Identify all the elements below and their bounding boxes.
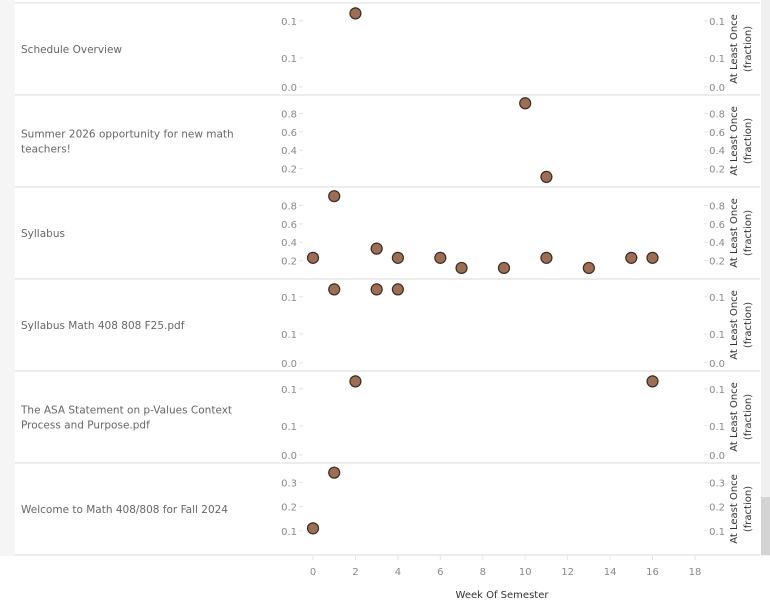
y2-tick-label: 0.1 [709, 293, 725, 304]
x-tick-label: 12 [561, 567, 574, 578]
row-header-gutter [0, 0, 15, 556]
data-point [328, 466, 341, 479]
data-point [306, 251, 320, 264]
y2-tick-label: 0.1 [709, 17, 725, 28]
y2-axis-title: (fraction) [743, 210, 754, 256]
y-tick-label: 0.0 [281, 451, 297, 462]
row-label: teachers! [21, 144, 71, 156]
data-point [582, 261, 595, 275]
x-tick-label: 14 [604, 567, 617, 578]
data-point [370, 242, 383, 255]
x-tick-label: 8 [480, 567, 486, 578]
y-tick-label: 0.0 [281, 83, 297, 94]
y2-tick-label: 0.1 [709, 385, 725, 396]
row-label: Welcome to Math 408/808 for Fall 2024 [21, 504, 228, 516]
y2-axis-title: (fraction) [743, 118, 754, 164]
row-label: The ASA Statement on p-Values Context [20, 405, 232, 417]
y-tick-label: 0.0 [281, 359, 297, 370]
data-point [391, 251, 404, 264]
y-tick-label: 0.1 [281, 54, 297, 65]
data-point [540, 170, 553, 183]
data-point [306, 522, 320, 535]
x-tick-label: 10 [519, 567, 532, 578]
y-tick-label: 0.1 [281, 422, 297, 433]
y2-tick-label: 0.1 [709, 527, 725, 538]
y2-axis-title: At Least Once [729, 106, 740, 176]
vertical-scrollbar[interactable] [761, 0, 770, 556]
y2-tick-label: 0.0 [709, 359, 725, 370]
data-point [349, 375, 362, 388]
y2-tick-label: 0.3 [709, 478, 725, 489]
x-tick-label: 4 [395, 567, 401, 578]
y2-tick-label: 0.8 [709, 201, 725, 212]
y-tick-label: 0.1 [281, 293, 297, 304]
data-point [540, 251, 553, 264]
y-tick-label: 0.1 [281, 17, 297, 28]
y-tick-label: 0.8 [281, 201, 297, 212]
y2-tick-label: 0.1 [709, 330, 725, 341]
y2-axis-title: (fraction) [743, 394, 754, 440]
y2-tick-label: 0.2 [709, 165, 725, 176]
data-point [391, 283, 404, 296]
y2-tick-label: 0.2 [709, 257, 725, 268]
y-tick-label: 0.8 [281, 109, 297, 120]
data-point [455, 261, 468, 275]
data-point [497, 261, 511, 275]
row-label: Syllabus Math 408 808 F25.pdf [21, 320, 185, 332]
y-tick-label: 0.4 [281, 238, 297, 249]
y-tick-label: 0.2 [281, 503, 297, 514]
y2-tick-label: 0.6 [709, 220, 725, 231]
y2-tick-label: 0.6 [709, 128, 725, 139]
x-tick-label: 0 [310, 567, 316, 578]
x-axis-title: Week Of Semester [456, 590, 550, 601]
y2-axis-title: At Least Once [729, 382, 740, 452]
y2-tick-label: 0.4 [709, 238, 725, 249]
y2-tick-label: 0.1 [709, 54, 725, 65]
y2-axis-title: (fraction) [743, 26, 754, 72]
y2-tick-label: 0.1 [709, 422, 725, 433]
y-tick-label: 0.3 [281, 478, 297, 489]
row-label: Schedule Overview [21, 44, 122, 56]
data-point [328, 283, 341, 296]
data-point [370, 283, 383, 296]
y2-axis-title: (fraction) [743, 486, 754, 532]
y-tick-label: 0.6 [281, 220, 297, 231]
y-tick-label: 0.1 [281, 330, 297, 341]
data-point [519, 97, 532, 110]
y2-axis-title: At Least Once [729, 198, 740, 268]
data-point [434, 251, 447, 264]
y-tick-label: 0.2 [281, 165, 297, 176]
y2-axis-title: At Least Once [729, 474, 740, 544]
y2-axis-title: (fraction) [743, 302, 754, 348]
data-point [646, 375, 659, 388]
scrollbar-thumb[interactable] [761, 497, 770, 555]
data-point [625, 251, 638, 264]
y2-tick-label: 0.8 [709, 109, 725, 120]
y-tick-label: 0.1 [281, 527, 297, 538]
y-tick-label: 0.4 [281, 146, 297, 157]
y2-tick-label: 0.0 [709, 83, 725, 94]
x-tick-label: 2 [352, 567, 358, 578]
y-tick-label: 0.2 [281, 257, 297, 268]
x-tick-label: 16 [646, 567, 659, 578]
y-tick-label: 0.1 [281, 385, 297, 396]
data-point [349, 7, 362, 20]
data-point [646, 251, 659, 264]
row-label: Syllabus [21, 228, 65, 240]
y2-axis-title: At Least Once [729, 14, 740, 84]
x-tick-label: 6 [437, 567, 443, 578]
y2-tick-label: 0.2 [709, 503, 725, 514]
row-label: Process and Purpose.pdf [21, 420, 150, 432]
y-tick-label: 0.6 [281, 128, 297, 139]
data-point [328, 190, 341, 203]
y2-tick-label: 0.4 [709, 146, 725, 157]
y2-tick-label: 0.0 [709, 451, 725, 462]
y2-axis-title: At Least Once [729, 290, 740, 360]
row-label: Summer 2026 opportunity for new math [21, 129, 234, 141]
x-tick-label: 18 [689, 567, 702, 578]
